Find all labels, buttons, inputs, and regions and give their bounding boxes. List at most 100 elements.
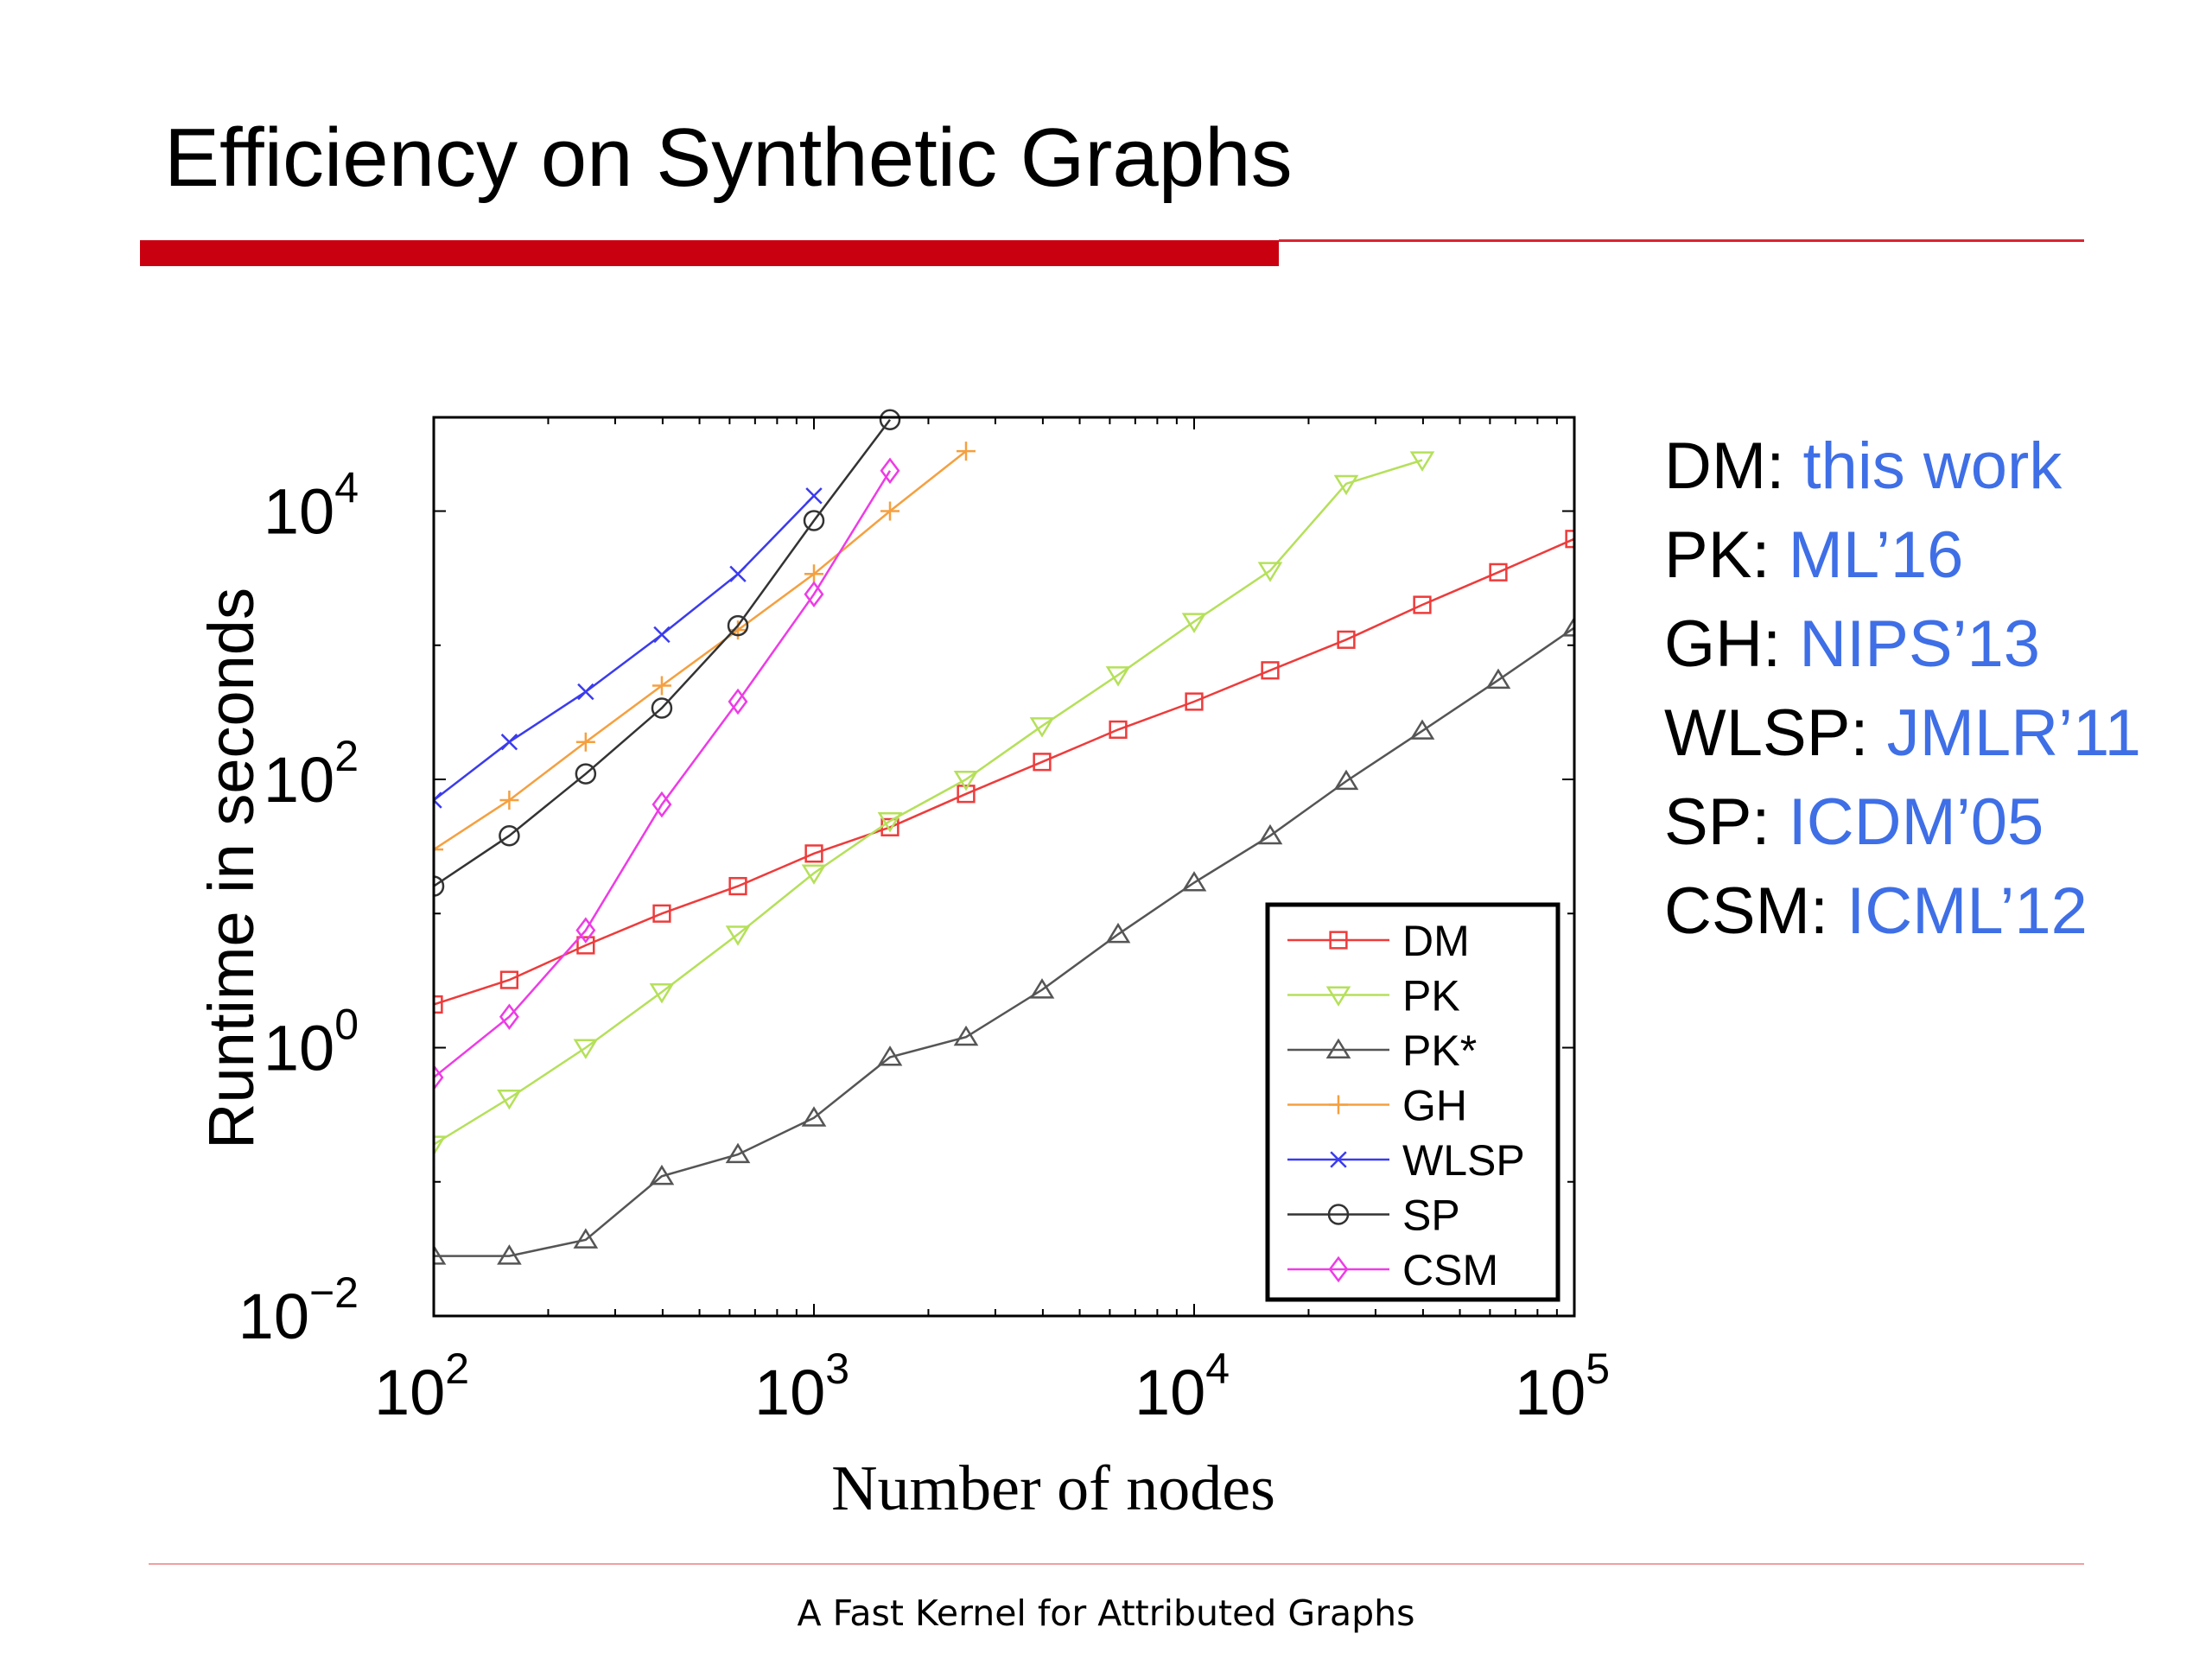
legend-label: PK* bbox=[1402, 1027, 1477, 1075]
reference-item: DM: this work bbox=[1664, 429, 2063, 503]
data-point-pkstar-marker bbox=[573, 1228, 599, 1249]
title-underline-thin bbox=[1279, 239, 2084, 242]
data-point-pk-marker bbox=[1181, 613, 1207, 633]
data-point-wlsp-marker bbox=[577, 683, 594, 701]
data-point-dm-marker bbox=[728, 876, 747, 896]
reference-item: GH: NIPS’13 bbox=[1664, 607, 2041, 681]
legend-label: DM bbox=[1402, 917, 1470, 965]
data-point-wlsp-marker bbox=[653, 626, 671, 644]
legend: DM PK PK* GH WLSP SP CSM bbox=[1265, 902, 1560, 1302]
reference-key: CSM bbox=[1664, 874, 1810, 948]
data-point-pk-marker bbox=[1409, 451, 1435, 472]
data-point-dm-marker bbox=[652, 904, 671, 923]
reference-item: PK: ML’16 bbox=[1664, 518, 1964, 592]
legend-label: PK bbox=[1402, 972, 1460, 1020]
legend-marker bbox=[1330, 1151, 1347, 1168]
reference-key: DM bbox=[1664, 429, 1767, 503]
data-point-wlsp-marker bbox=[729, 565, 747, 582]
data-point-pk-marker bbox=[573, 1039, 599, 1059]
data-point-dm-marker bbox=[1413, 595, 1432, 614]
x-tick-label: 105 bbox=[1515, 1344, 1610, 1428]
legend-marker bbox=[1325, 986, 1351, 1007]
legend-item-dm: DM bbox=[1287, 917, 1470, 965]
data-point-pkstar-marker bbox=[1257, 823, 1283, 845]
legend-marker bbox=[1329, 1095, 1348, 1115]
data-point-pkstar-marker bbox=[801, 1106, 827, 1127]
reference-item: WLSP: JMLR’11 bbox=[1664, 696, 2141, 770]
data-point-sp-marker bbox=[575, 763, 597, 785]
data-point-dm-marker bbox=[1337, 630, 1356, 649]
data-point-gh-marker bbox=[880, 501, 900, 521]
y-tick-label: 10−2 bbox=[238, 1268, 359, 1352]
series-line-dm bbox=[434, 537, 1574, 1006]
data-point-csm-marker bbox=[880, 457, 900, 485]
y-axis-label: Runtime in seconds bbox=[195, 588, 267, 1149]
data-point-wlsp-marker bbox=[500, 734, 518, 751]
data-point-sp-marker bbox=[651, 697, 673, 719]
data-point-dm-marker bbox=[1565, 530, 1574, 549]
reference-venue: JMLR’11 bbox=[1886, 696, 2141, 770]
reference-key: WLSP bbox=[1664, 696, 1851, 770]
data-point-gh-marker bbox=[499, 791, 519, 810]
data-point-pk-marker bbox=[725, 925, 751, 946]
series-csm bbox=[434, 457, 900, 1091]
data-point-dm-marker bbox=[804, 844, 823, 863]
data-point-pkstar-marker bbox=[1409, 719, 1435, 740]
legend-box bbox=[1265, 902, 1560, 1302]
reference-list: DM: this work PK: ML’16 GH: NIPS’13 WLSP… bbox=[1664, 422, 2141, 956]
data-point-dm-marker bbox=[1489, 563, 1508, 582]
data-point-pkstar-marker bbox=[1029, 978, 1055, 999]
legend-marker bbox=[1328, 1255, 1349, 1283]
data-point-pkstar-marker bbox=[725, 1142, 751, 1164]
y-tick-label: 100 bbox=[264, 1001, 359, 1084]
axis-ticks bbox=[433, 417, 1575, 1317]
series-dm bbox=[434, 530, 1574, 1014]
series-wlsp bbox=[434, 487, 823, 809]
data-point-dm-marker bbox=[499, 970, 519, 989]
y-tick-label: 104 bbox=[264, 464, 359, 548]
series-sp bbox=[434, 409, 901, 897]
data-point-pk-marker bbox=[1105, 666, 1131, 687]
legend-marker bbox=[1327, 1204, 1350, 1225]
legend-item-gh: GH bbox=[1287, 1082, 1467, 1130]
series-gh bbox=[434, 442, 976, 860]
data-point-pkstar-marker bbox=[953, 1025, 979, 1046]
x-tick-label: 102 bbox=[374, 1344, 469, 1428]
data-point-pk-marker bbox=[801, 864, 827, 885]
data-point-dm-marker bbox=[1109, 720, 1128, 740]
chart-series-layer bbox=[434, 409, 1574, 1265]
data-point-pk-marker bbox=[877, 812, 903, 833]
reference-item: SP: ICDM’05 bbox=[1664, 785, 2044, 859]
data-point-dm-marker bbox=[1261, 661, 1280, 680]
legend-item-sp: SP bbox=[1287, 1192, 1460, 1240]
data-point-pkstar-marker bbox=[1485, 668, 1511, 690]
reference-key: GH bbox=[1664, 607, 1763, 681]
reference-venue: ML’16 bbox=[1788, 518, 1964, 592]
data-point-wlsp-marker bbox=[434, 791, 442, 809]
data-point-pkstar-marker bbox=[877, 1046, 903, 1066]
data-point-pkstar-marker bbox=[649, 1164, 675, 1185]
data-point-sp-marker bbox=[434, 875, 445, 897]
data-point-dm-marker bbox=[1185, 692, 1204, 711]
data-point-pk-marker bbox=[497, 1089, 522, 1110]
slide-title: Efficiency on Synthetic Graphs bbox=[164, 111, 1293, 204]
data-point-sp-marker bbox=[499, 824, 520, 847]
reference-key: PK bbox=[1664, 518, 1752, 592]
reference-key: SP bbox=[1664, 785, 1752, 859]
series-line-wlsp bbox=[434, 494, 815, 802]
footer-text: A Fast Kernel for Attributed Graphs bbox=[797, 1592, 1415, 1634]
data-point-wlsp-marker bbox=[805, 487, 823, 505]
reference-venue: this work bbox=[1802, 429, 2063, 503]
data-point-pkstar-marker bbox=[1181, 871, 1207, 892]
data-point-csm-marker bbox=[434, 1064, 444, 1091]
data-point-pkstar-marker bbox=[1105, 922, 1131, 944]
legend-label: SP bbox=[1402, 1192, 1460, 1240]
series-line-gh bbox=[434, 450, 967, 851]
title-underline-thick bbox=[140, 240, 1279, 266]
reference-item: CSM: ICML’12 bbox=[1664, 874, 2088, 948]
series-line-pk bbox=[434, 459, 1423, 1146]
series-pk bbox=[434, 451, 1435, 1156]
data-point-gh-marker bbox=[652, 676, 671, 696]
data-point-gh-marker bbox=[434, 840, 443, 860]
